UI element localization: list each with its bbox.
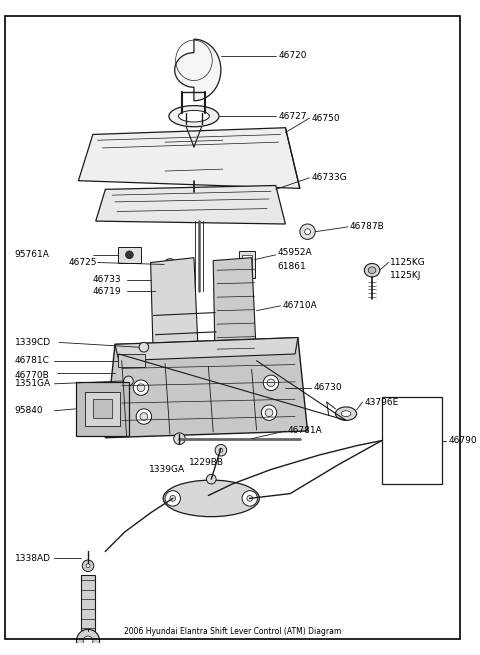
Text: 95840: 95840: [15, 406, 44, 415]
Ellipse shape: [179, 111, 209, 122]
Circle shape: [82, 560, 94, 572]
Text: 46733G: 46733G: [312, 174, 347, 182]
Text: 1351GA: 1351GA: [15, 379, 51, 388]
Ellipse shape: [364, 263, 380, 277]
Text: 46719: 46719: [93, 287, 121, 296]
Ellipse shape: [368, 267, 376, 274]
Text: 1125KG: 1125KG: [390, 258, 426, 267]
Text: 1339GA: 1339GA: [149, 465, 185, 474]
Bar: [242, 255, 252, 274]
Text: 46730: 46730: [313, 383, 342, 392]
Polygon shape: [175, 39, 221, 101]
Text: 46787B: 46787B: [350, 223, 384, 231]
Circle shape: [265, 409, 273, 417]
Bar: [118, 247, 141, 263]
Bar: [382, 398, 443, 484]
Text: 1339CD: 1339CD: [15, 338, 51, 347]
Circle shape: [76, 629, 99, 652]
Circle shape: [174, 433, 185, 445]
Text: 46733: 46733: [93, 275, 121, 284]
Polygon shape: [78, 128, 300, 189]
Polygon shape: [151, 257, 199, 367]
Circle shape: [242, 491, 257, 506]
Circle shape: [206, 474, 216, 484]
Text: 1125KJ: 1125KJ: [390, 271, 422, 280]
Text: 43796E: 43796E: [364, 398, 398, 407]
Text: 45952A: 45952A: [278, 248, 312, 257]
Text: 46790: 46790: [448, 436, 477, 445]
Ellipse shape: [341, 411, 351, 417]
Circle shape: [139, 343, 149, 352]
Text: 46781A: 46781A: [288, 426, 322, 436]
Text: 1229BB: 1229BB: [189, 458, 224, 467]
Circle shape: [140, 413, 148, 421]
Text: 61861: 61861: [278, 262, 306, 271]
Ellipse shape: [169, 105, 219, 127]
Text: 46781C: 46781C: [15, 356, 50, 365]
Text: 2006 Hyundai Elantra Shift Lever Control (ATM) Diagram: 2006 Hyundai Elantra Shift Lever Control…: [124, 627, 341, 636]
Text: 46727: 46727: [279, 112, 307, 121]
Text: 46750: 46750: [312, 113, 340, 122]
Text: 1338AD: 1338AD: [15, 553, 51, 563]
Bar: [85, 392, 120, 426]
Circle shape: [168, 263, 172, 267]
Circle shape: [133, 380, 149, 396]
Text: 46770B: 46770B: [15, 371, 49, 380]
Text: 95761A: 95761A: [15, 250, 50, 259]
Bar: [75, 382, 130, 436]
Ellipse shape: [336, 407, 357, 421]
Circle shape: [164, 259, 176, 271]
Bar: [118, 354, 145, 367]
Polygon shape: [106, 337, 308, 438]
Bar: [93, 400, 112, 419]
Circle shape: [137, 384, 145, 392]
Bar: [81, 575, 95, 631]
Circle shape: [261, 405, 277, 421]
Circle shape: [300, 224, 315, 240]
Circle shape: [124, 376, 133, 386]
Polygon shape: [213, 257, 256, 361]
Circle shape: [219, 448, 223, 452]
Polygon shape: [96, 185, 286, 224]
Circle shape: [305, 229, 311, 234]
Text: 46720: 46720: [279, 51, 307, 60]
Circle shape: [126, 251, 133, 259]
Bar: [239, 251, 254, 278]
Circle shape: [86, 564, 90, 568]
Circle shape: [136, 409, 152, 424]
Circle shape: [83, 636, 93, 646]
Circle shape: [215, 445, 227, 456]
Text: 46725: 46725: [69, 258, 97, 267]
Circle shape: [267, 379, 275, 386]
Polygon shape: [115, 337, 298, 361]
Circle shape: [165, 491, 180, 506]
Ellipse shape: [163, 480, 259, 517]
Circle shape: [247, 495, 252, 501]
Circle shape: [263, 375, 279, 390]
Text: 46710A: 46710A: [283, 301, 317, 310]
Circle shape: [170, 495, 176, 501]
